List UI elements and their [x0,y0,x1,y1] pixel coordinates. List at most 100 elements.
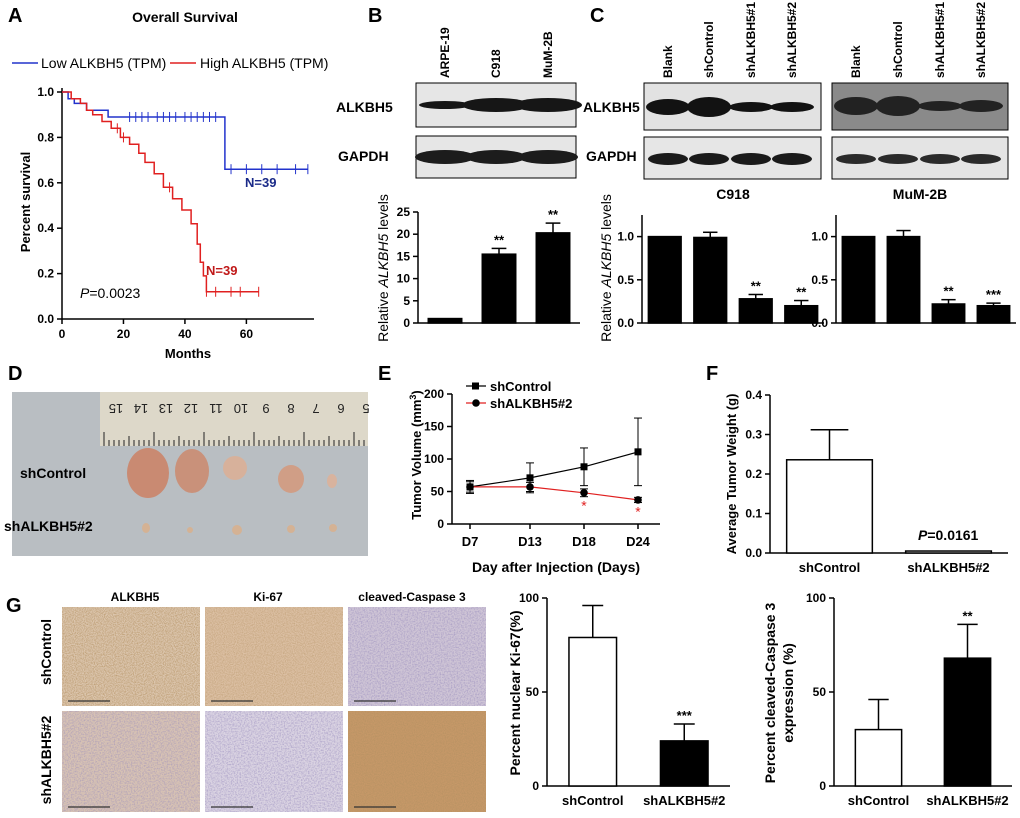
band-alkbh5-mum2b [834,97,878,115]
lane-label-c: shALKBH5#2 [785,2,799,78]
n-high-label: N=39 [206,263,237,278]
band-alkbh5-c918 [770,102,814,112]
e-point-shcontrol [634,448,642,456]
bar [647,235,682,324]
band-gapdh [518,150,578,164]
a-xtick-label: 60 [240,327,254,341]
significance-mark: *** [677,708,693,723]
panel-label-f: F [706,363,718,385]
ihc-image-sh-alkbh5 [62,711,200,812]
e-ytick-label: 200 [424,387,444,401]
km-curve-low [62,91,308,170]
ruler-number: 9 [262,401,269,416]
panel-a-ylabel: Percent survival [18,152,33,252]
a-ytick-label: 0.2 [37,267,54,281]
panel-f: F 0.0 0.1 0.2 0.3 0.4 shControl shALKBH5#2 P=0.… [706,363,1008,575]
tumor-control-5 [327,474,337,488]
g-caspase-ylabel-2: expression (%) [780,643,796,743]
panel-label-c: C [590,5,604,27]
panel-c: C Blank shControl shALKBH5#1 shALKBH5#2 Blan… [583,2,1016,342]
blot-row-alkbh5-c: ALKBH5 [583,99,640,115]
ytick-label: 20 [397,227,411,241]
a-xtick-label: 40 [178,327,192,341]
tumor-row-shcontrol: shControl [20,465,86,481]
ytick-label: 0 [532,779,539,793]
panel-d: D 15 14 13 12 11 10 9 8 7 6 5 shControl shALKBH5#2 [4,363,370,556]
ytick-label: 0.0 [811,316,828,330]
e-significance: * [581,498,587,514]
panel-c-chart-mum2b: 0.00.51.0** *** [811,215,1016,330]
tumor-control-1 [127,448,169,498]
band-alkbh5-c918 [687,97,731,117]
bar [943,657,992,787]
lane-label-b: MuM-2B [541,31,555,78]
f-ylabel: Average Tumor Weight (g) [724,394,739,555]
panel-g: G ALKBH5 Ki-67 cleaved-Caspase 3 shContr… [6,590,1012,812]
ruler-number: 14 [134,401,148,416]
tumor-sh-5 [329,524,337,532]
blot-row-gapdh-b: GAPDH [338,148,389,164]
xtick-label: shALKBH5#2 [643,793,725,808]
significance-mark: ** [751,278,762,293]
ihc-image-sh-caspase [348,711,486,812]
tumor-control-3 [223,456,247,480]
e-ytick-label: 0 [437,517,444,531]
panel-label-d: D [8,363,22,385]
band-gapdh-c918 [772,153,812,165]
panel-b-ylabel: Relative ALKBH5 levels [375,194,391,342]
tumor-sh-3 [232,525,242,535]
bar [535,232,571,324]
blot-row-alkbh5-b: ALKBH5 [336,99,393,115]
bar [693,236,728,324]
band-gapdh-c918 [648,153,688,165]
ruler-number: 8 [287,401,294,416]
ytick-label: 25 [397,205,411,219]
band-gapdh-c918 [689,153,729,165]
ruler-number: 10 [234,401,248,416]
tumor-specimens [127,448,337,535]
panel-e: E 0 50 100 150 200 D7 D13 D18 D24 * * shControl shAL… [378,363,660,575]
panel-label-g: G [6,595,22,617]
ytick-label: 100 [806,591,826,605]
panel-a-title: Overall Survival [132,9,238,25]
band-gapdh-mum2b [836,154,876,164]
bar [886,235,921,324]
band-gapdh-c918 [731,153,771,165]
g-ki67-ylabel: Percent nuclear Ki-67(%) [507,611,523,776]
ytick-label: 0.0 [745,546,762,560]
panel-a-xlabel: Months [165,346,211,361]
panel-b-lane-labels: ARPE-19 C918 MuM-2B [438,27,555,78]
bar [738,298,773,324]
ruler-number: 13 [159,401,173,416]
xtick-label: shALKBH5#2 [926,793,1008,808]
km-curve-high [62,91,259,293]
panel-g-chart-caspase: 0 50 100 shControl ** shALKBH5#2 Percent cleav… [762,591,1012,808]
xtick-label: shALKBH5#2 [907,560,989,575]
band-alkbh5-mum2b [959,100,1003,112]
e-ylabel: Tumor Volume (mm3) [408,390,424,520]
panel-b: B ARPE-19 C918 MuM-2B ALKBH5 GAPDH 0 5 10 15 2… [336,5,582,342]
e-point-shalkbh5 [580,489,588,497]
ytick-label: 0.4 [745,388,762,402]
blot-row-gapdh-c: GAPDH [586,148,637,164]
panel-a-axes: 0.0 0.2 0.4 0.6 0.8 1.0 0 20 40 60 [37,85,314,341]
ytick-label: 5 [403,294,410,308]
ruler-number: 15 [109,401,123,416]
band-alkbh5-c918 [646,99,690,115]
bar [785,459,874,554]
ihc-image-sh-ki67 [205,711,343,812]
f-p-value: P=0.0161 [918,527,979,543]
e-ytick-label: 150 [424,420,444,434]
xtick-label: shControl [562,793,623,808]
lane-label-c: Blank [849,45,863,78]
ytick-label: 50 [813,685,827,699]
band-gapdh-mum2b [961,154,1001,164]
ihc-row-shalkbh5: shALKBH5#2 [38,715,54,804]
bar [568,636,618,787]
e-xtick-label: D24 [626,534,651,549]
a-ytick-label: 0.4 [37,221,54,235]
panel-label-e: E [378,363,391,385]
e-xtick-label: D13 [518,534,542,549]
lane-label-c: shControl [702,21,716,78]
a-ytick-label: 0.8 [37,130,54,144]
